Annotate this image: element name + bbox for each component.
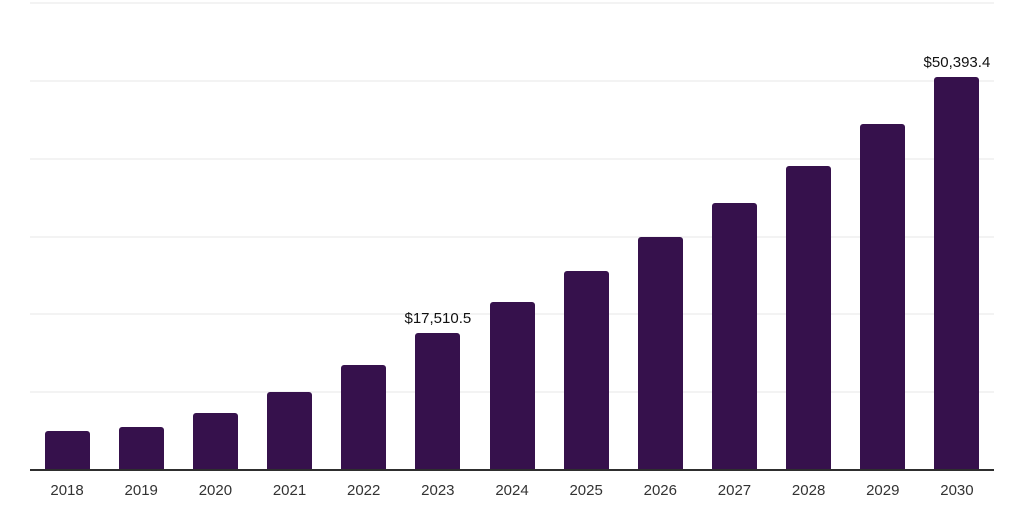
- bar-2024: [489, 301, 535, 469]
- bar-2022: [341, 364, 387, 469]
- gridline-30000: [30, 235, 994, 238]
- bar-2021: [267, 391, 313, 469]
- x-axis-label-2023: 2023: [421, 482, 455, 499]
- gridline-40000: [30, 157, 994, 160]
- x-axis-label-2018: 2018: [50, 482, 84, 499]
- bar-2030: [934, 76, 980, 469]
- bar-2026: [637, 237, 683, 469]
- bar-2020: [192, 412, 238, 469]
- x-axis-label-2028: 2028: [791, 482, 826, 499]
- plot-area: $17,510.5 $50,393.4: [30, 2, 994, 471]
- gridline-50000: [30, 79, 994, 82]
- bar-2023: [415, 332, 461, 469]
- x-axis-label-2022: 2022: [347, 482, 381, 499]
- data-label-2023: $17,510.5: [404, 309, 472, 327]
- bar-2027: [711, 202, 757, 469]
- x-axis-label-2019: 2019: [124, 482, 158, 499]
- gridline-60000: [30, 2, 994, 4]
- x-axis-label-2029: 2029: [866, 482, 900, 499]
- x-axis-label-2026: 2026: [643, 482, 677, 499]
- bar-2019: [118, 426, 164, 469]
- x-axis-label-2021: 2021: [272, 482, 307, 499]
- x-axis-label-2020: 2020: [198, 482, 233, 499]
- x-axis-label-2030: 2030: [940, 482, 974, 499]
- x-axis-label-2025: 2025: [569, 482, 603, 499]
- bar-2028: [786, 166, 832, 469]
- x-axis-label-2027: 2027: [717, 482, 752, 499]
- x-axis: 2018 2019 2020 2021 2022 2023 2024 2025 2026 2027…: [30, 481, 994, 505]
- data-label-2030: $50,393.4: [923, 53, 991, 71]
- bar-2025: [563, 271, 609, 469]
- bar-2018: [44, 430, 90, 469]
- x-axis-label-2024: 2024: [495, 482, 529, 499]
- bar-2029: [860, 124, 906, 469]
